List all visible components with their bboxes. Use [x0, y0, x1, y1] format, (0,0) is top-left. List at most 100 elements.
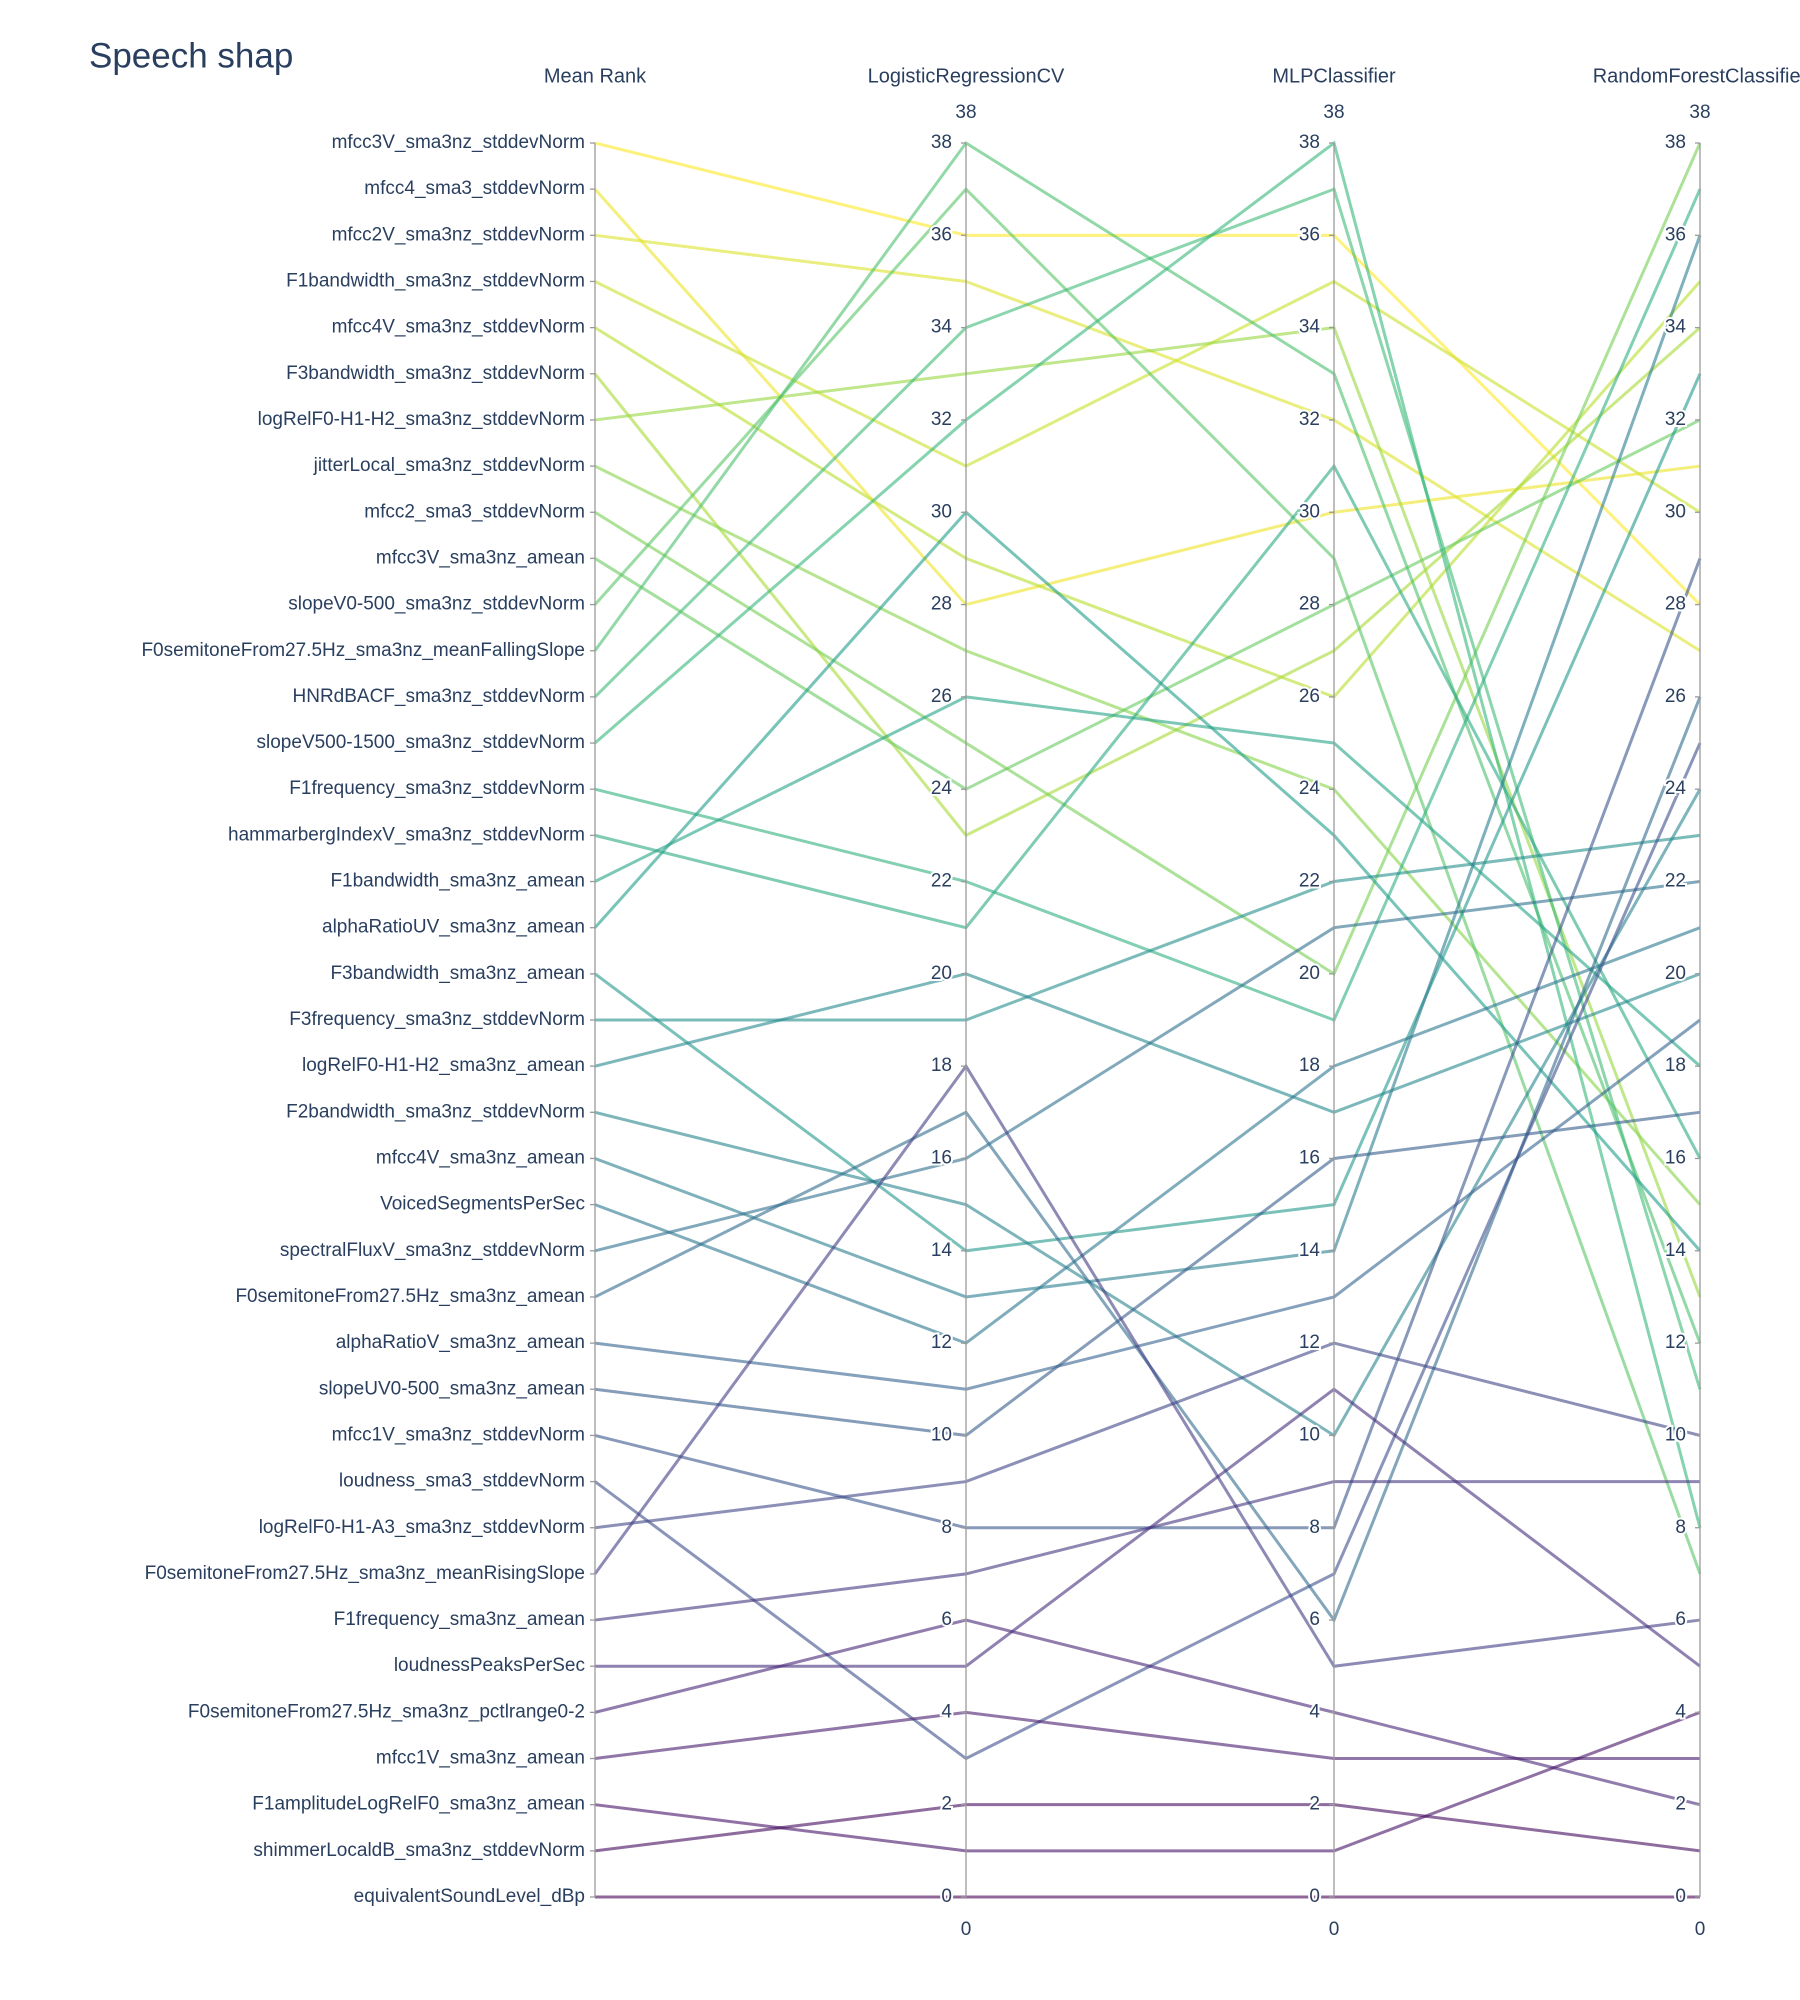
tick-label: 16: [931, 1147, 952, 1168]
tick-label: hammarbergIndexV_sma3nz_stddevNorm: [228, 824, 585, 845]
tick-label: 16: [1665, 1147, 1686, 1168]
tick-label: jitterLocal_sma3nz_stddevNorm: [313, 455, 585, 476]
data-line: [594, 1341, 1701, 1530]
tick-label: 34: [931, 317, 953, 338]
data-line: [594, 1480, 1700, 1622]
tick-label: 18: [1665, 1055, 1686, 1076]
tick-label: HNRdBACF_sma3nz_stddevNorm: [293, 686, 586, 707]
tick-label: slopeUV0-500_sma3nz_amean: [319, 1378, 585, 1399]
tick-label: 34: [1665, 317, 1687, 338]
data-line: [594, 1618, 1701, 1807]
lines: [593, 140, 1702, 1899]
tick-label: 36: [1665, 224, 1686, 245]
data-line: [593, 510, 1702, 1252]
data-line: [594, 788, 1702, 1438]
data-line: [594, 234, 1702, 1299]
tick-label: 2: [1309, 1794, 1320, 1815]
data-line: [594, 141, 1702, 606]
tick-label: 26: [931, 686, 952, 707]
tick-label: 10: [1299, 1424, 1320, 1445]
tick-label: 4: [1675, 1701, 1686, 1722]
tick-label: F0semitoneFrom27.5Hz_sma3nz_pctlrange0-2: [188, 1701, 585, 1722]
tick-label: 10: [1665, 1424, 1686, 1445]
tick-label: logRelF0-H1-H2_sma3nz_amean: [302, 1055, 585, 1076]
tick-label: 6: [1675, 1609, 1686, 1630]
tick-label: alphaRatioV_sma3nz_amean: [336, 1332, 585, 1353]
axes: Mean Rank mfcc3V_sma3nz_stddevNorm mfcc4_s…: [141, 65, 1800, 1940]
tick-label: slopeV500-1500_sma3nz_stddevNorm: [257, 732, 585, 753]
tick-label: 8: [1309, 1517, 1320, 1538]
tick-label: logRelF0-H1-H2_sma3nz_stddevNorm: [258, 409, 585, 430]
tick-label: logRelF0-H1-A3_sma3nz_stddevNorm: [259, 1517, 585, 1538]
range-min: 0: [961, 1919, 972, 1940]
tick-label: 38: [1665, 132, 1686, 153]
axis-title: MLPClassifier: [1272, 65, 1396, 87]
tick-label: F3bandwidth_sma3nz_stddevNorm: [286, 363, 585, 384]
chart-title: Speech shap: [89, 36, 293, 75]
tick-label: 14: [1299, 1240, 1321, 1261]
range-max: 38: [1689, 102, 1710, 123]
tick-label: 38: [1299, 132, 1320, 153]
tick-label: 30: [931, 501, 952, 522]
tick-label: 4: [941, 1701, 952, 1722]
tick-label: 22: [1665, 871, 1686, 892]
tick-label: mfcc2V_sma3nz_stddevNorm: [332, 224, 585, 245]
data-line: [593, 188, 1701, 607]
axis-title: RandomForestClassifier: [1593, 65, 1800, 87]
tick-label: 28: [1299, 594, 1320, 615]
tick-label: 18: [1299, 1055, 1320, 1076]
tick-label: F0semitoneFrom27.5Hz_sma3nz_meanRisingSl…: [145, 1563, 585, 1584]
data-line: [594, 1803, 1701, 1853]
range-max: 38: [955, 102, 976, 123]
tick-label: 10: [931, 1424, 952, 1445]
data-line: [594, 464, 1702, 1206]
tick-label: F0semitoneFrom27.5Hz_sma3nz_meanFallingS…: [141, 640, 585, 661]
tick-label: slopeV0-500_sma3nz_stddevNorm: [288, 594, 585, 615]
tick-label: 2: [941, 1794, 952, 1815]
tick-label: 12: [1665, 1332, 1686, 1353]
tick-label: alphaRatioUV_sma3nz_amean: [322, 917, 585, 938]
tick-label: 24: [1665, 778, 1687, 799]
tick-label: mfcc2_sma3_stddevNorm: [364, 501, 585, 522]
tick-label: 20: [1299, 963, 1320, 984]
tick-label: 12: [931, 1332, 952, 1353]
tick-label: 20: [1665, 963, 1686, 984]
tick-label: 18: [931, 1055, 952, 1076]
tick-label: spectralFluxV_sma3nz_stddevNorm: [280, 1240, 585, 1261]
data-line: [594, 1110, 1701, 1437]
tick-label: 20: [931, 963, 952, 984]
tick-label: 30: [1299, 501, 1320, 522]
tick-label: 34: [1299, 317, 1321, 338]
tick-label: F3bandwidth_sma3nz_amean: [330, 963, 585, 984]
data-line: [594, 463, 1702, 1160]
tick-label: 0: [1309, 1886, 1320, 1907]
data-line: [594, 373, 1702, 1253]
tick-label: 8: [1675, 1517, 1686, 1538]
data-line: [594, 1018, 1701, 1391]
tick-label: mfcc3V_sma3nz_stddevNorm: [332, 132, 585, 153]
tick-label: F1amplitudeLogRelF0_sma3nz_amean: [252, 1794, 585, 1815]
tick-label: 6: [1309, 1609, 1320, 1630]
tick-label: 26: [1299, 686, 1320, 707]
tick-label: 4: [1309, 1701, 1320, 1722]
tick-label: 22: [931, 871, 952, 892]
data-line: [594, 926, 1701, 1345]
tick-label: 14: [931, 1240, 953, 1261]
tick-label: 32: [1665, 409, 1686, 430]
tick-label: loudnessPeaksPerSec: [394, 1655, 585, 1676]
tick-label: 24: [931, 778, 953, 799]
data-line: [594, 1710, 1700, 1761]
tick-label: 0: [1675, 1886, 1686, 1907]
data-line: [594, 279, 1701, 514]
tick-label: mfcc1V_sma3nz_amean: [376, 1748, 585, 1769]
tick-label: 28: [1665, 594, 1686, 615]
axis-title: Mean Rank: [544, 65, 647, 87]
tick-label: loudness_sma3_stddevNorm: [339, 1471, 585, 1492]
tick-label: 28: [931, 594, 952, 615]
tick-label: 26: [1665, 686, 1686, 707]
data-line: [593, 326, 1701, 838]
tick-label: 14: [1665, 1240, 1687, 1261]
tick-label: equivalentSoundLevel_dBp: [354, 1886, 585, 1907]
tick-label: mfcc1V_sma3nz_stddevNorm: [332, 1424, 585, 1445]
